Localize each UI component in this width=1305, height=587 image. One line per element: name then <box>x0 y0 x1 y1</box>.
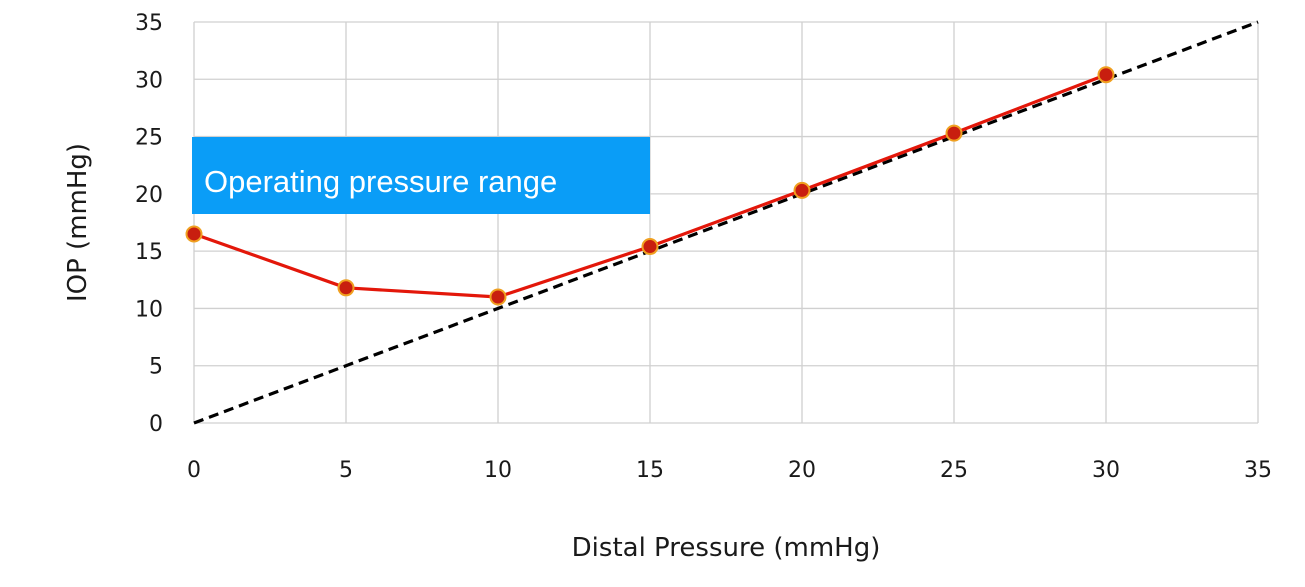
data-point-5 <box>337 279 355 297</box>
x-tick-label-20: 20 <box>788 458 816 483</box>
annotation: Operating pressure range <box>192 137 650 214</box>
x-tick-label-5: 5 <box>339 458 353 483</box>
data-point-20 <box>793 181 811 199</box>
y-tick-label-5: 5 <box>149 355 163 380</box>
y-tick-label-15: 15 <box>135 240 163 265</box>
data-point-10 <box>489 288 507 306</box>
series-line-reference <box>193 20 1259 425</box>
annotation-text: Operating pressure range <box>204 164 557 199</box>
tick-labels: 0 5 10 15 20 25 30 35 0 5 10 15 20 25 30 35 <box>135 11 1272 483</box>
x-tick-label-30: 30 <box>1092 458 1120 483</box>
x-tick-label-25: 25 <box>940 458 968 483</box>
x-axis-title: Distal Pressure (mmHg) <box>572 533 881 563</box>
series-layer <box>185 20 1259 425</box>
y-tick-label-0: 0 <box>149 412 163 437</box>
y-tick-label-30: 30 <box>135 68 163 93</box>
x-tick-label-35: 35 <box>1244 458 1272 483</box>
y-tick-label-25: 25 <box>135 126 163 151</box>
y-tick-label-20: 20 <box>135 183 163 208</box>
y-tick-label-35: 35 <box>135 11 163 36</box>
x-tick-label-0: 0 <box>187 458 201 483</box>
data-point-15 <box>641 238 659 256</box>
x-tick-label-15: 15 <box>636 458 664 483</box>
annotation-box <box>192 137 650 214</box>
data-point-0 <box>185 225 203 243</box>
y-axis-title: IOP (mmHg) <box>63 143 93 302</box>
grid <box>193 21 1259 424</box>
data-point-30 <box>1097 66 1115 84</box>
y-tick-label-10: 10 <box>135 297 163 322</box>
x-tick-label-10: 10 <box>484 458 512 483</box>
data-point-25 <box>945 124 963 142</box>
